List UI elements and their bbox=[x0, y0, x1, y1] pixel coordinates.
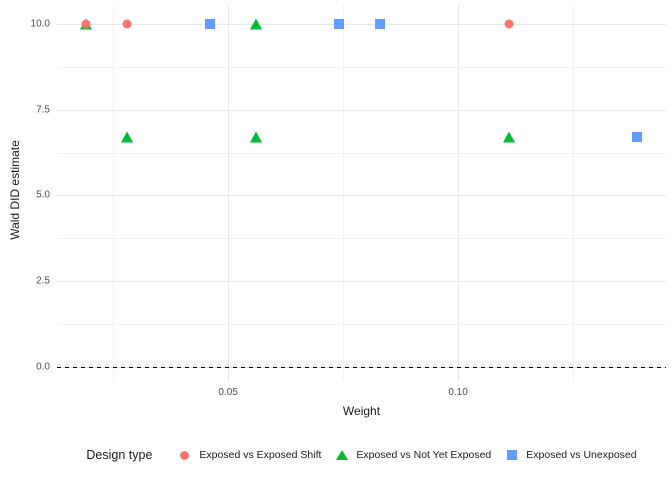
data-point-circle bbox=[122, 19, 132, 29]
x-tick-label: 0.05 bbox=[218, 387, 238, 398]
data-point-triangle bbox=[120, 131, 133, 143]
gridline-minor-y bbox=[57, 66, 666, 68]
legend-item: Exposed vs Not Yet Exposed bbox=[333, 448, 491, 462]
legend-key bbox=[503, 448, 520, 462]
triangle-icon bbox=[335, 450, 348, 460]
gridline-minor-y bbox=[57, 238, 666, 240]
legend-key bbox=[333, 448, 350, 462]
circle-icon bbox=[180, 450, 190, 460]
plot-panel bbox=[57, 5, 666, 381]
legend-item: Exposed vs Exposed Shift bbox=[176, 448, 321, 462]
y-tick-label: 5.0 bbox=[36, 189, 50, 201]
gridline-minor-x bbox=[113, 5, 115, 381]
gridline-minor-x bbox=[343, 5, 345, 381]
legend: Design type Exposed vs Exposed Shift Expo… bbox=[57, 444, 666, 466]
x-axis-title: Weight bbox=[342, 404, 381, 418]
data-point-circle bbox=[81, 19, 91, 29]
data-point-square bbox=[374, 18, 385, 29]
x-tick-label: 0.10 bbox=[448, 387, 468, 398]
data-point-triangle bbox=[249, 131, 262, 143]
y-tick-label: 7.5 bbox=[36, 104, 50, 116]
square-icon bbox=[506, 450, 517, 460]
data-point-triangle bbox=[249, 18, 262, 30]
gridline-minor-y bbox=[57, 152, 666, 154]
y-tick-label: 2.5 bbox=[36, 275, 50, 287]
gridline-major-x bbox=[458, 5, 460, 381]
data-point-square bbox=[204, 18, 215, 29]
gridline-major-y bbox=[57, 23, 666, 25]
data-point-triangle bbox=[502, 131, 515, 143]
gridline-major-y bbox=[57, 281, 666, 283]
legend-item-label: Exposed vs Not Yet Exposed bbox=[356, 449, 492, 461]
legend-item-label: Exposed vs Exposed Shift bbox=[199, 449, 322, 461]
legend-item-label: Exposed vs Unexposed bbox=[526, 449, 637, 461]
data-point-square bbox=[333, 18, 344, 29]
data-point-circle bbox=[504, 19, 514, 29]
gridline-major-y bbox=[57, 195, 666, 197]
data-point-square bbox=[632, 132, 643, 143]
zero-reference-line bbox=[57, 366, 666, 368]
y-tick-label: 0.0 bbox=[36, 361, 50, 373]
legend-key bbox=[176, 448, 193, 462]
y-tick-label: 10.0 bbox=[30, 18, 50, 30]
legend-item: Exposed vs Unexposed bbox=[503, 448, 637, 462]
legend-title: Design type bbox=[86, 448, 153, 462]
gridline-major-x bbox=[228, 5, 230, 381]
gridline-minor-y bbox=[57, 324, 666, 326]
gridline-minor-x bbox=[573, 5, 575, 381]
gridline-major-y bbox=[57, 109, 666, 111]
